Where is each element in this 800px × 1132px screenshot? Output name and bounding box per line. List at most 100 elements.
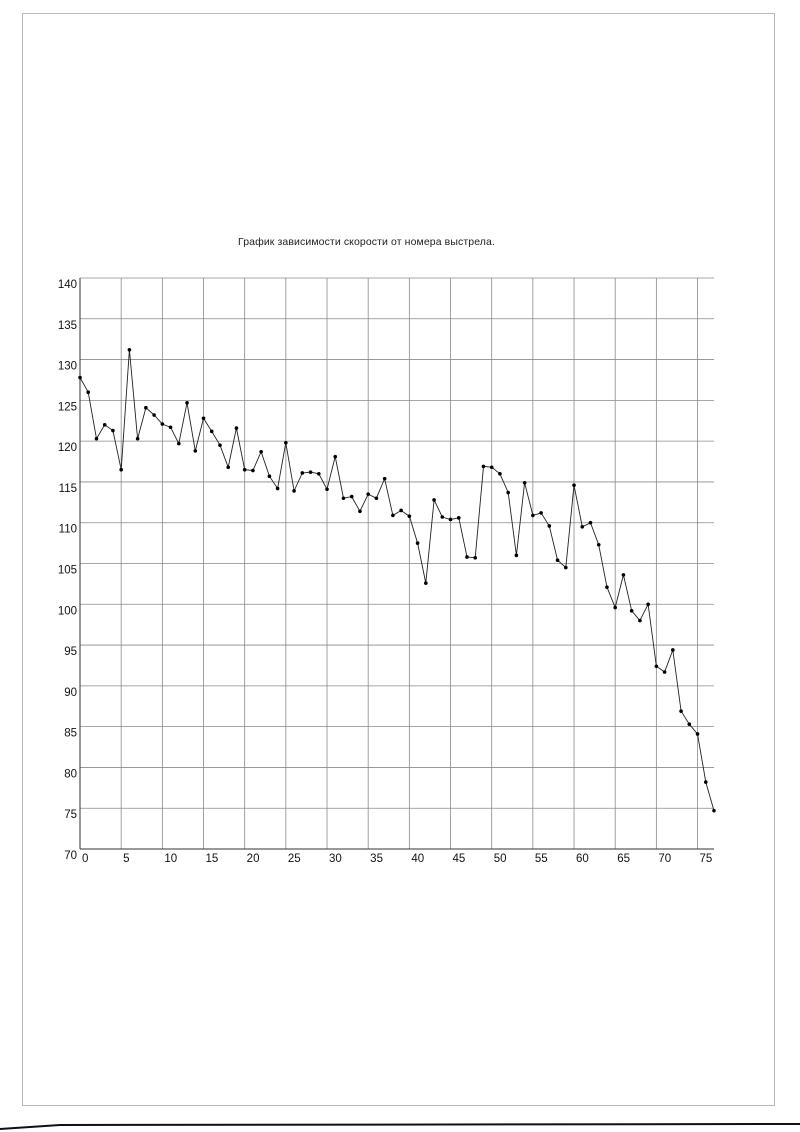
x-tick-label: 20: [247, 853, 260, 865]
data-point: [366, 492, 370, 496]
data-point: [613, 605, 617, 610]
data-point: [333, 454, 338, 459]
data-point: [629, 609, 634, 613]
y-tick-label: 70: [64, 850, 77, 862]
x-tick-label: 5: [123, 853, 129, 865]
data-point: [251, 468, 255, 473]
data-point: [465, 555, 469, 559]
y-tick-label: 95: [64, 646, 77, 658]
data-point: [646, 602, 650, 607]
data-point: [456, 516, 461, 520]
data-point: [605, 585, 609, 589]
y-tick-label: 130: [58, 361, 77, 373]
data-point: [292, 489, 296, 493]
y-tick-label: 80: [64, 768, 77, 780]
data-point: [407, 514, 412, 518]
data-point: [539, 511, 543, 515]
data-point: [341, 496, 346, 501]
data-point: [382, 476, 387, 481]
data-point: [218, 443, 222, 448]
data-point: [498, 471, 502, 476]
data-point: [86, 390, 91, 395]
data-point: [662, 670, 667, 674]
y-tick-label: 75: [64, 809, 77, 821]
data-point: [78, 375, 82, 380]
x-tick-label: 55: [535, 853, 548, 865]
data-point: [193, 449, 198, 453]
y-tick-label: 140: [58, 279, 77, 291]
data-point: [300, 471, 305, 475]
data-point: [399, 508, 403, 513]
data-point: [358, 509, 362, 514]
data-point: [703, 780, 708, 784]
data-point: [127, 347, 132, 352]
data-point: [152, 413, 156, 417]
data-point: [712, 808, 716, 813]
x-tick-label: 70: [658, 853, 671, 865]
data-point: [242, 467, 247, 472]
data-point: [177, 441, 181, 446]
data-point: [514, 553, 519, 558]
data-point: [391, 513, 395, 518]
x-tick-label: 45: [453, 853, 466, 865]
y-tick-label: 115: [59, 483, 77, 495]
data-point: [374, 496, 379, 501]
data-point: [94, 436, 99, 441]
x-tick-label: 75: [700, 853, 713, 865]
data-point: [621, 573, 626, 577]
data-point: [588, 520, 593, 525]
data-point: [448, 517, 453, 522]
data-point: [119, 467, 123, 472]
data-point: [563, 565, 568, 570]
x-tick-label: 50: [494, 853, 507, 865]
x-tick-label: 40: [411, 853, 424, 865]
y-tick-label: 120: [58, 442, 77, 454]
data-point: [209, 429, 214, 434]
data-point: [695, 732, 700, 736]
y-tick-label: 105: [58, 565, 77, 577]
y-tick-label: 135: [58, 320, 77, 332]
data-point: [555, 558, 560, 563]
y-tick-label: 90: [64, 687, 77, 699]
y-tick-label: 125: [58, 401, 77, 413]
data-point: [481, 464, 486, 469]
data-point: [580, 524, 585, 529]
axes: [79, 278, 714, 850]
x-tick-label: 15: [206, 853, 219, 865]
data-point: [687, 722, 692, 726]
page-frame: [22, 13, 775, 1106]
data-point: [111, 428, 115, 433]
data-point: [506, 490, 510, 495]
data-point: [316, 471, 321, 476]
chart-title: График зависимости скорости от номера вы…: [238, 236, 495, 248]
series: [78, 347, 716, 813]
y-tick-label: 85: [64, 728, 77, 740]
data-point: [522, 480, 527, 485]
y-tick-labels: 70 75 80 85 90 95 100 105 110 115 120 125 130 135 140: [58, 279, 77, 862]
data-point: [424, 581, 428, 585]
x-tick-label: 65: [617, 853, 630, 865]
data-point: [638, 618, 642, 623]
grid: [80, 277, 714, 849]
series-line: [79, 349, 715, 811]
data-point: [135, 436, 140, 441]
data-point: [168, 425, 173, 430]
data-point: [259, 449, 263, 454]
data-point: [572, 483, 576, 487]
data-point: [275, 486, 280, 491]
data-point: [144, 405, 148, 410]
data-point: [284, 440, 288, 445]
data-point: [308, 470, 313, 474]
data-point: [473, 555, 478, 560]
x-tick-label: 60: [576, 853, 589, 865]
x-tick-labels: 0 5 10 15 20 25 30 35 40 45 50 55 60 65 70 75: [82, 853, 712, 865]
x-tick-label: 25: [288, 853, 301, 865]
x-tick-label: 0: [82, 853, 88, 865]
x-tick-label: 10: [164, 853, 177, 865]
data-point: [160, 422, 165, 426]
y-tick-label: 100: [58, 605, 77, 617]
data-point: [349, 494, 354, 499]
data-point: [679, 709, 683, 713]
data-point: [267, 474, 272, 479]
